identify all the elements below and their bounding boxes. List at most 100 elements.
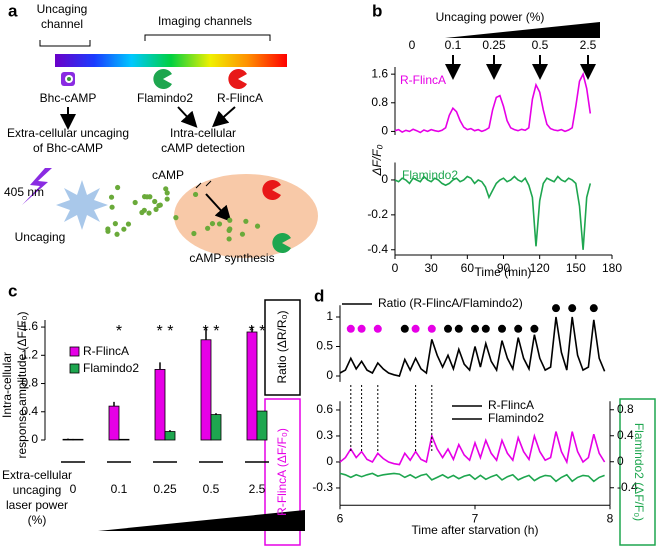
- camp-dot: [144, 194, 150, 200]
- x-tick-label: 6: [337, 511, 344, 525]
- legend-swatch: [69, 346, 80, 357]
- camp-dot: [216, 221, 223, 227]
- bar: [118, 438, 130, 441]
- y-tick-label: 1: [326, 309, 333, 323]
- y-tick-label: 0.8: [371, 95, 388, 109]
- camp-dot: [209, 220, 216, 227]
- y-tick-label: -0.2: [367, 207, 388, 221]
- peak-marker: [552, 304, 560, 313]
- y2-tick-label: -0.4: [617, 480, 638, 494]
- y-axis-label: response amplitude (ΔF/F₀): [15, 311, 29, 458]
- cell: [174, 174, 318, 258]
- bhc-icon: [67, 77, 71, 81]
- camp-dot: [112, 221, 118, 227]
- line: [394, 71, 592, 134]
- x-tick-label: 8: [607, 511, 614, 525]
- panel-label: a: [8, 1, 18, 20]
- camp-dots: [105, 184, 261, 242]
- bar: [62, 438, 74, 441]
- label: Flamindo2: [137, 91, 193, 105]
- peak-marker: [471, 324, 479, 333]
- camp-dot: [227, 217, 233, 223]
- camp-dot: [115, 184, 121, 191]
- x-tick-label: 0: [70, 482, 77, 496]
- y-tick-label: -0.3: [312, 480, 333, 494]
- peak-marker: [357, 324, 366, 333]
- y2-tick-label: 0: [617, 454, 624, 468]
- y-tick-label: 0: [381, 124, 388, 138]
- peak-marker: [589, 304, 598, 313]
- camp-dot: [173, 215, 179, 221]
- axis-box: [264, 398, 301, 546]
- y-axis-label: Ratio (ΔR/R₀): [275, 310, 289, 383]
- label: cAMP detection: [161, 141, 245, 155]
- flamindo-icon: [272, 233, 291, 254]
- legend-label: R-FlincA: [488, 398, 534, 412]
- peak-marker: [530, 324, 539, 333]
- x-tick-label: 0.5: [203, 482, 220, 496]
- power-wedge: [445, 22, 600, 38]
- camp-dot: [226, 236, 232, 242]
- y-tick-label: 0: [326, 368, 333, 382]
- x-axis-label: Time after starvation (h): [412, 523, 539, 537]
- x-tick-label: 90: [497, 261, 511, 275]
- y-tick-label: 0.5: [316, 339, 333, 353]
- y-tick-label: 0.4: [21, 404, 38, 418]
- line: [339, 472, 605, 483]
- y-axis-label: R-FlincA (ΔF/F₀): [275, 428, 289, 516]
- camp-dot: [205, 225, 211, 231]
- flamindo-icon: [153, 69, 172, 89]
- x-tick-label: 0: [392, 261, 399, 275]
- series-label: Flamindo2: [402, 168, 458, 182]
- bar: [108, 405, 120, 441]
- peak-marker: [568, 304, 577, 313]
- label: Intra-cellular: [170, 126, 236, 140]
- peak-marker: [400, 324, 409, 333]
- panel-label: d: [314, 286, 324, 305]
- camp-dot: [191, 230, 197, 237]
- bar: [200, 339, 212, 441]
- camp-dot: [164, 190, 170, 196]
- transporter: [195, 180, 212, 189]
- x-tick-label: 60: [461, 261, 475, 275]
- x-axis-label: uncaging: [13, 483, 62, 497]
- peak-marker: [514, 324, 523, 333]
- significance: *: [116, 323, 122, 340]
- y-tick-label: 0.6: [316, 402, 333, 416]
- camp-dot: [192, 191, 199, 198]
- y-tick-label: 1.6: [371, 66, 388, 80]
- peak-marker: [427, 324, 436, 333]
- label: channel: [41, 17, 83, 31]
- peak-marker: [481, 324, 490, 333]
- camp-dot: [227, 226, 233, 232]
- power-label: 0.1: [445, 38, 462, 52]
- peak-marker: [411, 324, 420, 333]
- legend-label: Flamindo2: [488, 411, 544, 425]
- line: [339, 431, 606, 466]
- legend-label: Flamindo2: [83, 361, 139, 375]
- bar: [164, 431, 176, 441]
- power-label: 0: [409, 38, 416, 52]
- y2-tick-label: 0.4: [617, 428, 634, 442]
- camp-dot: [243, 218, 249, 224]
- camp-dot: [157, 202, 163, 208]
- power-wedge: [98, 510, 305, 531]
- camp-dot: [163, 186, 169, 192]
- peak-marker: [454, 324, 463, 333]
- label: Uncaging: [37, 2, 88, 16]
- y-tick-label: 0: [381, 172, 388, 186]
- label: Extra-cellular uncaging: [7, 126, 129, 140]
- camp-dot: [114, 231, 120, 237]
- bar: [154, 369, 166, 441]
- flincA-icon: [262, 179, 281, 200]
- camp-dot: [139, 209, 145, 216]
- camp-dot: [109, 204, 115, 210]
- significance: * *: [157, 323, 174, 340]
- peak-marker: [444, 324, 452, 333]
- panel-label: c: [8, 281, 17, 300]
- y-tick-label: 1.6: [21, 319, 38, 333]
- y2-tick-label: 0.8: [617, 402, 634, 416]
- line: [339, 316, 606, 377]
- axis-box: [619, 398, 656, 546]
